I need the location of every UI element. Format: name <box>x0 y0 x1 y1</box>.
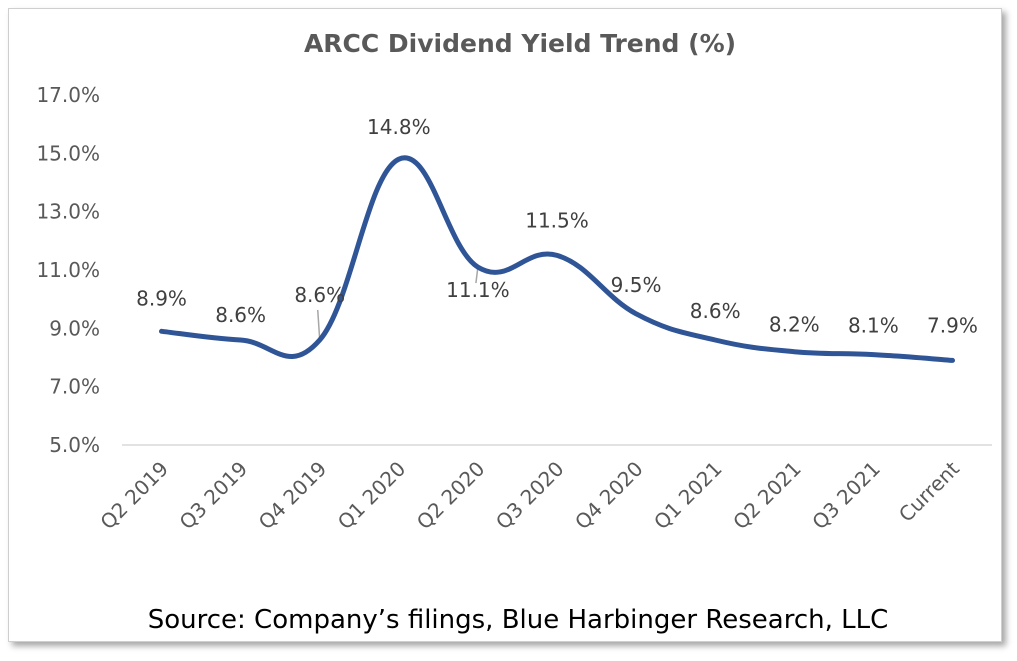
y-tick-label: 9.0% <box>49 316 100 340</box>
y-tick-label: 13.0% <box>36 200 100 224</box>
data-label: 11.5% <box>525 208 589 232</box>
chart-title: ARCC Dividend Yield Trend (%) <box>304 29 736 58</box>
y-axis: 5.0% 7.0% 9.0% 11.0% 13.0% 15.0% 17.0% <box>36 83 100 457</box>
x-axis: Q2 2019 Q3 2019 Q4 2019 Q1 2020 Q2 2020 Q3 20… <box>95 456 964 534</box>
data-label: 14.8% <box>367 115 431 139</box>
data-label: 8.2% <box>769 313 820 337</box>
x-tick-label: Q3 2019 <box>175 457 253 535</box>
data-label: 8.6% <box>690 299 741 323</box>
x-tick-label: Q1 2021 <box>649 457 727 535</box>
chart-frame <box>8 8 1002 642</box>
x-tick-label: Q2 2021 <box>728 457 806 535</box>
data-label: 9.5% <box>611 273 662 297</box>
x-tick-label: Q4 2020 <box>570 457 648 535</box>
x-tick-label: Q3 2021 <box>807 457 885 535</box>
x-tick-label: Current <box>894 456 964 526</box>
y-tick-label: 17.0% <box>36 83 100 107</box>
data-label: 8.1% <box>848 314 899 338</box>
data-label: 8.6% <box>215 303 266 327</box>
data-label: 11.1% <box>446 278 510 302</box>
y-tick-label: 5.0% <box>49 433 100 457</box>
x-tick-label: Q2 2019 <box>95 457 173 535</box>
data-label: 8.9% <box>136 286 187 310</box>
data-label: 7.9% <box>927 313 978 337</box>
data-label: 8.6% <box>294 283 345 307</box>
y-tick-label: 15.0% <box>36 141 100 165</box>
x-tick-label: Q3 2020 <box>491 457 569 535</box>
leader-line <box>316 309 321 341</box>
data-labels: 8.9% 8.6% 8.6% 14.8% 11.1% 11.5% 9.5% 8.6% 8.2% 8… <box>136 115 978 337</box>
x-tick-label: Q1 2020 <box>333 457 411 535</box>
y-tick-label: 7.0% <box>49 375 100 399</box>
y-tick-label: 11.0% <box>36 258 100 282</box>
source-note: Source: Company’s filings, Blue Harbinge… <box>148 605 889 635</box>
x-tick-label: Q2 2020 <box>412 457 490 535</box>
series-line <box>159 155 955 363</box>
x-tick-label: Q4 2019 <box>254 457 332 535</box>
